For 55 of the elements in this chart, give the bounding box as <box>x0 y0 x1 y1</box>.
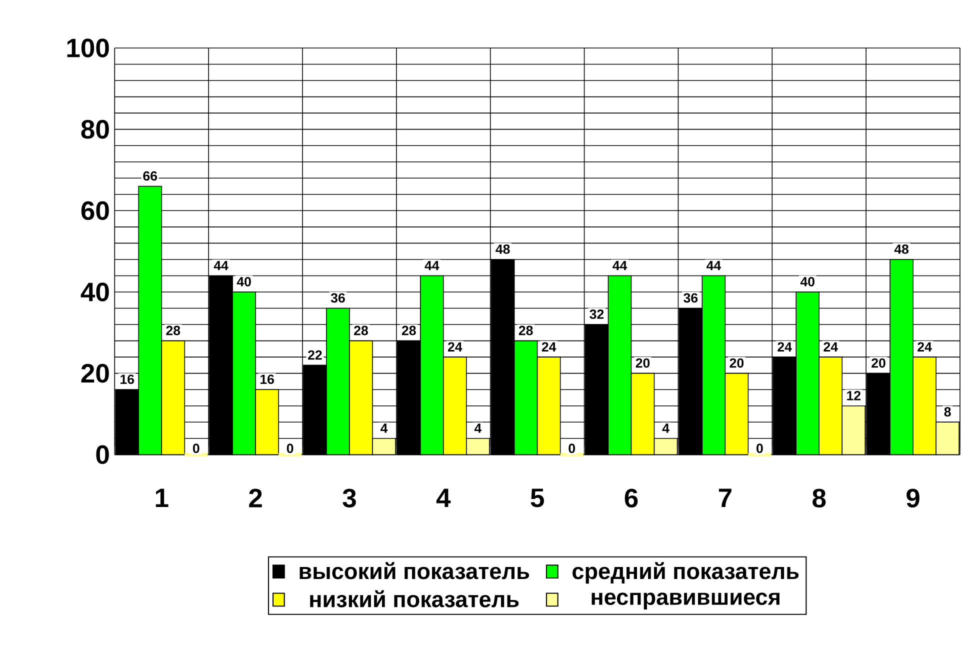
x-tick-label: 1 <box>156 488 168 507</box>
data-label: 16 <box>120 374 134 384</box>
data-label: 66 <box>143 171 158 181</box>
x-tick-label: 8 <box>812 488 826 508</box>
legend-label: высокий показатель <box>300 562 530 580</box>
data-label: 22 <box>308 350 322 360</box>
data-label: 48 <box>894 244 909 254</box>
data-label: 32 <box>590 310 604 319</box>
data-label: 28 <box>518 326 533 336</box>
data-label: 28 <box>402 326 416 336</box>
data-label: 36 <box>684 293 698 303</box>
data-label: 4 <box>662 424 670 433</box>
y-tick-label: 20 <box>81 364 109 383</box>
data-label: 8 <box>944 407 951 417</box>
data-label: 4 <box>474 424 482 433</box>
data-label: 24 <box>824 342 838 352</box>
y-tick-label: 100 <box>67 38 109 58</box>
legend-label: низкий показатель <box>310 590 519 608</box>
y-tick-label: 40 <box>80 282 109 302</box>
data-label: 44 <box>706 260 721 270</box>
x-tick-label: 9 <box>906 488 920 508</box>
x-tick-label: 2 <box>249 488 262 508</box>
y-tick-label: 0 <box>96 445 109 464</box>
x-tick-label: 7 <box>718 488 732 507</box>
data-label: 20 <box>730 358 744 368</box>
x-tick-label: 5 <box>530 488 544 508</box>
data-label: 44 <box>424 260 440 270</box>
data-label: 28 <box>166 326 180 336</box>
data-label: 24 <box>918 342 932 352</box>
y-tick-label: 60 <box>81 201 109 220</box>
data-label: 4 <box>380 424 388 433</box>
data-label: 0 <box>286 444 294 454</box>
data-label: 24 <box>778 342 792 352</box>
data-label: 48 <box>496 244 510 254</box>
data-label: 12 <box>847 390 860 400</box>
data-label: 40 <box>800 277 814 286</box>
data-label: 0 <box>568 444 576 454</box>
data-label: 44 <box>612 260 628 270</box>
data-label: 24 <box>542 342 556 352</box>
data-label: 40 <box>236 277 251 286</box>
x-tick-label: 4 <box>436 488 451 507</box>
data-label: 0 <box>192 444 200 454</box>
x-tick-label: 6 <box>624 488 638 508</box>
data-label: 20 <box>636 358 650 368</box>
data-label: 16 <box>260 374 274 384</box>
data-label: 24 <box>448 342 462 352</box>
legend-label: средний показатель <box>572 562 799 584</box>
data-label: 20 <box>872 358 886 368</box>
x-tick-label: 3 <box>342 488 356 508</box>
data-label: 36 <box>330 293 345 303</box>
y-tick-label: 80 <box>81 120 109 139</box>
data-label: 0 <box>756 444 763 454</box>
data-label: 44 <box>214 260 228 270</box>
data-label: 28 <box>354 326 368 336</box>
legend-label: несправившиеся <box>592 592 780 610</box>
